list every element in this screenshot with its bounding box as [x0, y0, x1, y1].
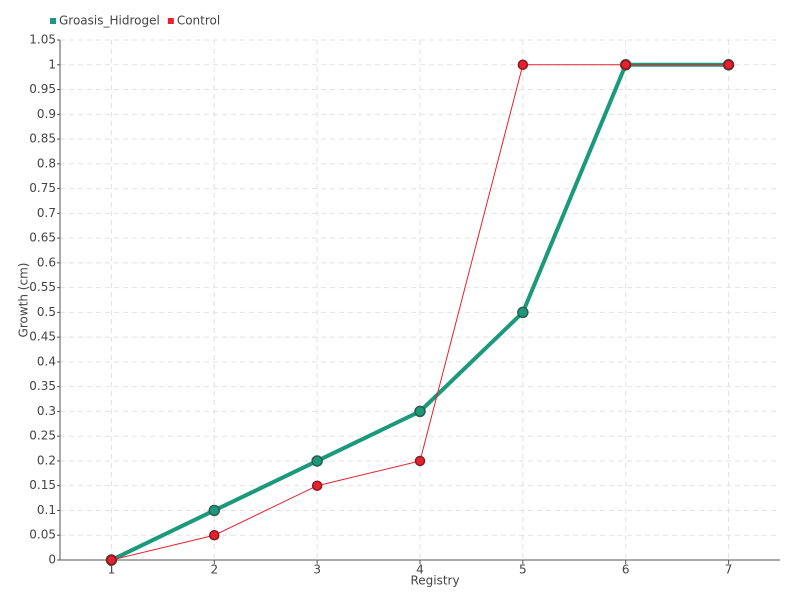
point — [517, 306, 529, 319]
y-tick-label: 0.3 — [37, 404, 56, 418]
y-tick-label: 0.1 — [37, 503, 56, 517]
point — [106, 554, 117, 566]
point — [723, 59, 734, 71]
point — [209, 529, 220, 541]
y-tick-label: 0.65 — [29, 231, 56, 245]
y-tick-label: 0.55 — [29, 280, 56, 294]
legend-label: Control — [177, 14, 220, 28]
y-tick-label: 0.45 — [29, 330, 56, 344]
y-tick-label: 0.05 — [29, 528, 56, 542]
y-tick-label: 0.25 — [29, 429, 56, 443]
y-tick-label: 0.35 — [29, 379, 56, 393]
y-tick-label: 0.5 — [37, 305, 56, 319]
y-tick-label: 0.95 — [29, 82, 56, 96]
x-tick-label: 4 — [416, 563, 424, 577]
y-tick-label: 0.8 — [37, 156, 56, 170]
legend-swatch — [50, 18, 56, 24]
point — [517, 59, 529, 71]
y-tick-label: 0.2 — [37, 453, 56, 467]
y-tick-label: 0.7 — [37, 206, 56, 220]
point — [620, 59, 631, 71]
y-tick-label: 1 — [48, 57, 56, 71]
x-tick-label: 1 — [108, 563, 116, 577]
point — [208, 504, 221, 517]
y-tick-label: 0.85 — [29, 132, 56, 146]
x-tick-label: 7 — [725, 563, 733, 577]
x-tick-label: 6 — [622, 563, 630, 577]
y-tick-label: 0 — [48, 553, 56, 567]
x-tick-label: 2 — [210, 563, 218, 577]
point — [414, 455, 426, 467]
point — [414, 405, 426, 418]
legend-swatch — [167, 18, 174, 24]
y-tick-label: 0.6 — [37, 255, 56, 269]
x-axis-label: Registry — [410, 574, 459, 588]
point — [311, 455, 323, 467]
legend-label: Groasis_Hidrogel — [59, 14, 160, 28]
y-tick-label: 0.75 — [29, 181, 56, 195]
x-tick-label: 3 — [313, 563, 321, 577]
y-tick-label: 0.9 — [37, 107, 56, 121]
y-tick-label: 0.4 — [37, 354, 56, 368]
y-tick-label: 0.15 — [29, 478, 56, 492]
y-axis-label: Growth (cm) — [17, 263, 31, 338]
y-tick-label: 1.05 — [29, 33, 56, 47]
x-tick-label: 5 — [519, 563, 527, 577]
point — [311, 480, 323, 491]
